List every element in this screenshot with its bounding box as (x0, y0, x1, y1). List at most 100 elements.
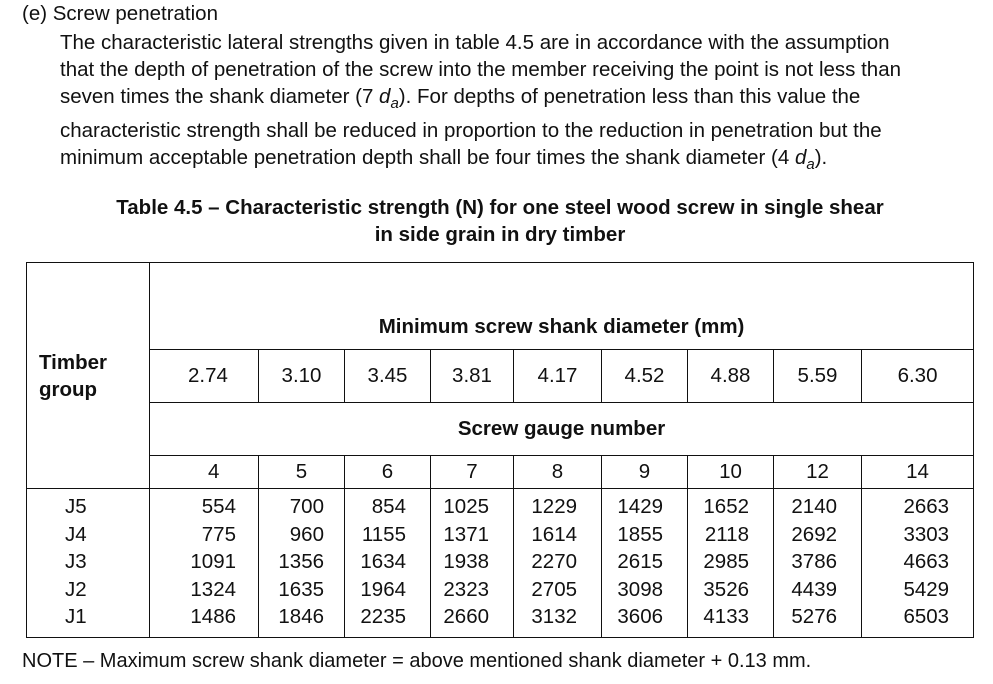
timber-group-column: J5 J4 J3 J2 J1 (26, 488, 150, 638)
strength-value: 1846 (278, 605, 324, 628)
strength-column-gauge-7: 1025 1371 1938 2323 2660 (430, 488, 514, 638)
strength-column-gauge-8: 1229 1614 2270 2705 3132 (513, 488, 602, 638)
strength-value: 5429 (903, 577, 950, 601)
strength-value: 2235 (360, 605, 406, 628)
paragraph-fragment: ). For depths of penetration less than t… (398, 85, 861, 108)
diameter-header-row: Timber group Minimum screw shank diamete… (26, 262, 975, 489)
diameter-header: Minimum screw shank diameter (mm) (148, 262, 975, 350)
section-paragraph: The characteristic lateral strengths giv… (60, 29, 980, 178)
caption-line: in side grain in dry timber (374, 223, 626, 246)
strength-value: 1938 (443, 550, 489, 573)
diameter-cell: 3.81 (430, 349, 514, 403)
gauge-cell: 14 (860, 455, 975, 489)
strength-value: 5276 (791, 605, 837, 628)
diameter-cell: 5.59 (773, 349, 862, 403)
diameter-row: 2.74 3.10 3.45 3.81 4.17 4.52 4.88 5.59 … (27, 349, 975, 403)
strength-value: 3132 (531, 605, 577, 628)
table-caption: Table 4.5 – Characteristic strength (N) … (30, 194, 970, 248)
gauge-header-row: Screw gauge number (27, 402, 975, 456)
strength-value: 3606 (617, 605, 663, 628)
strength-value: 4439 (791, 577, 837, 601)
gauge-cell: 4 (149, 455, 259, 489)
strength-value: 2705 (531, 577, 577, 601)
strength-value: 3526 (703, 577, 749, 601)
strength-value: 1229 (531, 495, 577, 518)
paragraph-fragment: ). (814, 146, 828, 170)
timber-group-name: J3 (65, 550, 87, 573)
diameter-cell: 4.88 (687, 349, 774, 403)
strength-value: 1091 (190, 550, 236, 573)
strength-column-gauge-9: 1429 1855 2615 3098 3606 (601, 488, 688, 638)
strength-value: 1486 (190, 605, 236, 628)
diameter-cell: 4.52 (601, 349, 688, 403)
strength-value: 4133 (703, 605, 749, 628)
values-row: J5 J4 J3 J2 J1 554 775 1091 1324 1486 70… (26, 488, 975, 638)
paragraph-line: minimum acceptable penetration depth sha… (60, 144, 980, 178)
timber-group-header: Timber group (26, 262, 150, 489)
strength-value: 960 (289, 522, 324, 546)
timber-group-name: J1 (65, 605, 87, 628)
strength-value: 2140 (791, 495, 837, 518)
strength-value: 1155 (361, 522, 406, 546)
table-note: NOTE – Maximum screw shank diameter = ab… (22, 650, 812, 672)
diameter-cell: 6.30 (860, 349, 975, 403)
strength-value: 2615 (617, 550, 663, 573)
paragraph-fragment: seven times the shank diameter (7 (60, 85, 380, 108)
section-heading: (e) Screw penetration (22, 2, 218, 25)
gauge-cell: 7 (430, 455, 514, 489)
diameter-cell: 4.17 (513, 349, 602, 403)
paragraph-line: The characteristic lateral strengths giv… (60, 31, 890, 54)
timber-group-name: J5 (65, 495, 87, 518)
paragraph-line: characteristic strength shall be reduced… (60, 119, 882, 143)
strength-value: 3098 (617, 577, 663, 601)
strength-value: 1964 (360, 577, 406, 601)
symbol-letter: d (379, 85, 391, 108)
strength-value: 1635 (278, 577, 324, 601)
diameter-cell: 3.10 (258, 349, 345, 403)
diameter-cell: 3.45 (344, 349, 431, 403)
symbol-letter: d (794, 146, 807, 170)
strength-value: 854 (371, 495, 406, 518)
shank-diameter-symbol: da (794, 146, 815, 173)
strength-value: 1025 (443, 495, 489, 518)
strength-value: 775 (201, 522, 236, 546)
strength-value: 1855 (617, 522, 663, 546)
paragraph-line: that the depth of penetration of the scr… (60, 58, 902, 81)
gauge-cell: 8 (513, 455, 602, 489)
strength-value: 2985 (703, 550, 749, 573)
strength-column-gauge-6: 854 1155 1634 1964 2235 (344, 488, 431, 638)
strength-table: Timber group Minimum screw shank diamete… (26, 262, 975, 638)
strength-value: 3786 (791, 550, 837, 573)
strength-value: 6503 (903, 605, 950, 628)
gauge-cell: 6 (344, 455, 431, 489)
gauge-cell: 9 (601, 455, 688, 489)
gauge-cell: 5 (258, 455, 345, 489)
diameter-cell: 2.74 (149, 349, 259, 403)
strength-value: 1652 (703, 495, 749, 518)
shank-diameter-symbol: da (379, 85, 399, 112)
strength-column-gauge-10: 1652 2118 2985 3526 4133 (687, 488, 774, 638)
strength-value: 1614 (531, 522, 577, 546)
strength-column-gauge-14: 2663 3303 4663 5429 6503 (860, 488, 975, 638)
strength-value: 2118 (704, 522, 749, 546)
strength-value: 1356 (278, 550, 324, 573)
timber-group-name: J2 (65, 577, 87, 601)
strength-value: 2663 (903, 495, 950, 518)
strength-value: 554 (201, 495, 236, 518)
strength-value: 1634 (360, 550, 406, 573)
strength-value: 1371 (443, 522, 489, 546)
strength-value: 1324 (190, 577, 236, 601)
strength-column-gauge-5: 700 960 1356 1635 1846 (258, 488, 345, 638)
strength-value: 1429 (617, 495, 663, 518)
gauge-header: Screw gauge number (148, 402, 975, 456)
timber-group-label: group (39, 377, 98, 401)
strength-value: 4663 (903, 550, 950, 573)
timber-group-label: Timber (39, 350, 107, 374)
strength-value: 2692 (791, 522, 837, 546)
gauge-row: 4 5 6 7 8 9 10 12 14 (27, 455, 975, 489)
strength-value: 2323 (443, 577, 489, 601)
strength-value: 700 (289, 495, 324, 518)
strength-value: 2660 (443, 605, 489, 628)
strength-column-gauge-4: 554 775 1091 1324 1486 (149, 488, 259, 638)
symbol-subscript: a (806, 156, 815, 174)
